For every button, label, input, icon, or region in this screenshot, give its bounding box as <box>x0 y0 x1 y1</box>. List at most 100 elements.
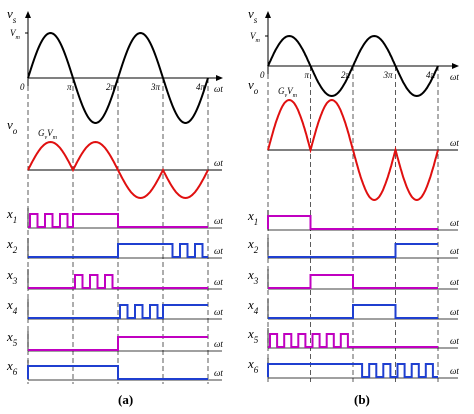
gain-label-sub: v <box>45 135 48 141</box>
switch-signal <box>28 213 208 228</box>
switch-label-main: x <box>247 356 254 371</box>
switch-signal <box>267 215 438 230</box>
gain-label: GvVm <box>38 128 58 141</box>
gain-label-main: V <box>47 128 54 138</box>
switch-label-sub: 5 <box>254 335 259 345</box>
vm-label-sub: m <box>16 35 21 41</box>
vm-label-main: V <box>250 31 257 41</box>
switch-label-sub: 4 <box>13 306 18 316</box>
arrow <box>452 63 459 69</box>
switch-signal <box>268 333 438 348</box>
vs-wave <box>267 34 439 98</box>
vo-wave <box>27 140 209 200</box>
switch-signal <box>268 243 438 258</box>
switch-label: x2 <box>247 236 259 255</box>
switch-label: x6 <box>247 356 259 375</box>
vs-label-sub: s <box>254 15 258 25</box>
vo-label-main: v <box>248 77 254 92</box>
axis-label: ωt <box>214 277 223 287</box>
switch-label-main: x <box>247 208 254 223</box>
pi-label: π <box>67 82 72 92</box>
axis-label: ωt <box>450 277 459 287</box>
switch-signal <box>28 243 208 258</box>
vo-label: vo <box>248 77 259 96</box>
switch-label-main: x <box>247 236 254 251</box>
switch-label: x2 <box>6 236 18 255</box>
origin-label: 0 <box>260 70 265 80</box>
switch-label: x3 <box>247 267 259 286</box>
vm-label-main: V <box>10 28 17 38</box>
axis-label: ωt <box>214 246 223 256</box>
switch-label-sub: 2 <box>254 245 259 255</box>
switch-label-main: x <box>6 329 13 344</box>
axis-label: ωt <box>214 368 223 378</box>
switch-label-sub: 1 <box>13 215 18 225</box>
switch-label-main: x <box>6 236 13 251</box>
pi-label: 4π <box>196 82 206 92</box>
switch-label: x3 <box>6 267 18 286</box>
gain-label-sub: v <box>285 93 288 99</box>
axis-label: ωt <box>214 216 223 226</box>
switch-signal <box>28 336 208 351</box>
switch-signal <box>267 363 438 378</box>
switch-label-sub: 6 <box>254 365 259 375</box>
axis-label: ωt <box>450 307 459 317</box>
switch-signal <box>27 365 208 380</box>
switch-signal <box>268 274 438 289</box>
axis-label: ωt <box>450 336 459 346</box>
vm-label: Vm <box>10 28 21 41</box>
pi-label: π <box>305 70 310 80</box>
switch-label-main: x <box>6 358 13 373</box>
gain-label-sub: m <box>293 93 298 99</box>
axis-label: ωt <box>450 366 459 376</box>
switch-label-sub: 3 <box>12 276 18 286</box>
axis-label: ωt <box>450 246 459 256</box>
caption: (a) <box>118 392 133 407</box>
vs-label: vs <box>7 6 17 25</box>
vs-label-main: v <box>7 6 13 21</box>
arrow <box>216 75 223 81</box>
vs-wave <box>27 31 209 125</box>
switch-label-sub: 2 <box>13 245 18 255</box>
vs-label-sub: s <box>13 15 17 25</box>
caption: (b) <box>354 392 370 407</box>
vo-label: vo <box>7 117 18 136</box>
switch-label-main: x <box>247 297 254 312</box>
switch-label: x4 <box>6 297 18 316</box>
gain-label-main: G <box>278 86 285 96</box>
vo-label-sub: o <box>254 86 259 96</box>
switch-label: x6 <box>6 358 18 377</box>
switch-label-main: x <box>6 206 13 221</box>
axis-label: ωt <box>214 158 223 168</box>
switch-label-sub: 6 <box>13 367 18 377</box>
vm-label: Vm <box>250 31 261 44</box>
pi-label: 2π <box>341 70 351 80</box>
switch-label-main: x <box>6 267 13 282</box>
pi-label: 3π <box>383 70 394 80</box>
switch-label-sub: 3 <box>253 276 259 286</box>
origin-label: 0 <box>20 82 25 92</box>
switch-signal <box>268 304 438 319</box>
gain-label-main: V <box>287 86 294 96</box>
axis-label: ωt <box>214 307 223 317</box>
switch-label: x1 <box>6 206 17 225</box>
switch-label-sub: 4 <box>254 306 259 316</box>
axis-label: ωt <box>450 218 459 228</box>
pi-label: 3π <box>150 82 161 92</box>
axis-label: ωt <box>450 138 459 148</box>
switch-signal <box>28 274 208 289</box>
axis-label: ωt <box>450 72 459 82</box>
vo-label-sub: o <box>13 126 18 136</box>
vs-label: vs <box>248 6 258 25</box>
switch-label: x1 <box>247 208 258 227</box>
gain-label: GvVm <box>278 86 298 99</box>
switch-label-main: x <box>247 326 254 341</box>
vo-wave <box>267 98 439 202</box>
arrow <box>25 11 31 18</box>
switch-label-sub: 5 <box>13 338 18 348</box>
vo-label-main: v <box>7 117 13 132</box>
axis-label: ωt <box>214 339 223 349</box>
switch-label: x5 <box>6 329 18 348</box>
switch-label-main: x <box>6 297 13 312</box>
